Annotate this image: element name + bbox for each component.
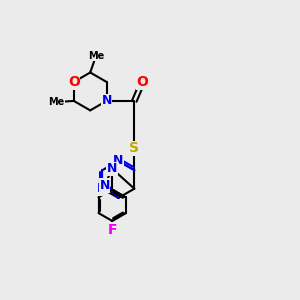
- Text: N: N: [107, 162, 117, 175]
- Text: N: N: [99, 179, 110, 192]
- Text: F: F: [107, 223, 117, 237]
- Text: O: O: [136, 75, 148, 89]
- Text: S: S: [129, 141, 139, 155]
- Text: Me: Me: [88, 51, 104, 61]
- Text: Me: Me: [48, 97, 64, 107]
- Text: N: N: [113, 154, 124, 167]
- Text: N: N: [101, 94, 112, 107]
- Text: N: N: [97, 182, 107, 195]
- Text: O: O: [68, 75, 80, 89]
